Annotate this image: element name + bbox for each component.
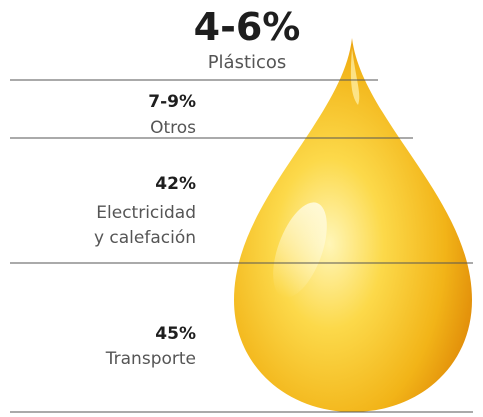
segment-value: 42% <box>155 174 196 194</box>
segment-value: 4-6% <box>194 5 301 49</box>
infographic: 4-6% Plásticos 7-9% Otros 42% Electricidad y c… <box>0 0 483 417</box>
segment-value: 45% <box>155 324 196 344</box>
segment-label: Transporte <box>105 349 196 369</box>
page: {"segments": [ {"value": "4-6%", "label"… <box>0 0 483 417</box>
segment-label: Plásticos <box>208 52 287 73</box>
segment-label: Electricidad <box>96 203 196 223</box>
segment-value: 7-9% <box>148 92 196 112</box>
segment-label: y calefación <box>94 228 196 248</box>
segment-label: Otros <box>150 118 196 138</box>
